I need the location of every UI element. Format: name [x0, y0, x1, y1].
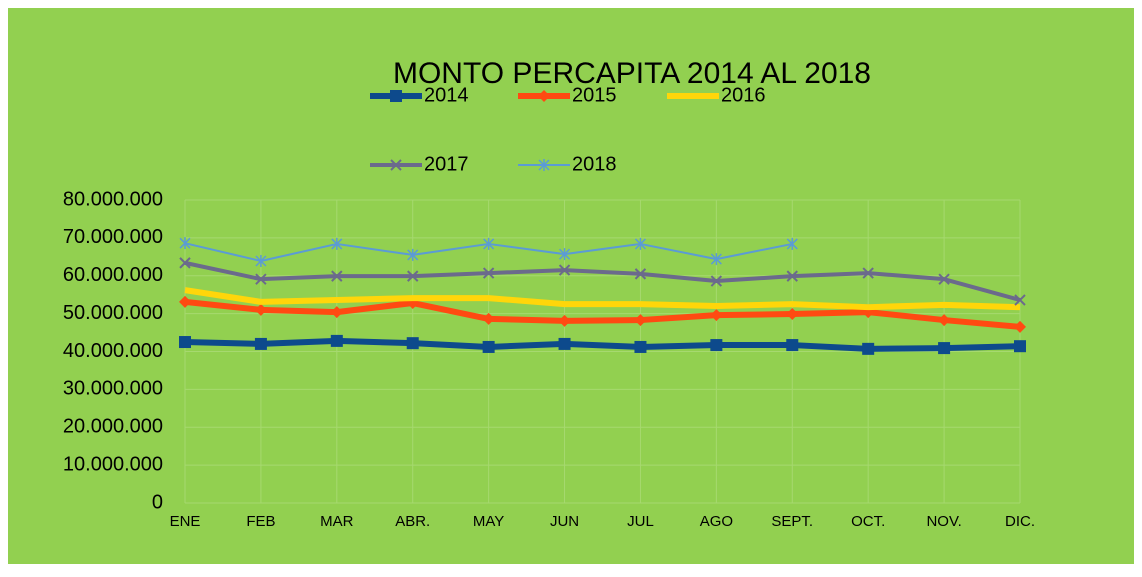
marker [330, 306, 343, 319]
marker [710, 275, 723, 287]
marker [710, 253, 722, 266]
marker [634, 340, 647, 353]
y-tick-label: 10.000.000 [63, 453, 163, 475]
x-tick-label: OCT. [851, 513, 885, 530]
legend-label: 2018 [572, 153, 617, 175]
marker [558, 337, 571, 350]
marker [938, 342, 951, 355]
marker [938, 273, 950, 285]
marker [710, 339, 723, 352]
y-tick-label: 30.000.000 [63, 378, 163, 400]
x-tick-label: NOV. [926, 513, 961, 530]
marker [390, 159, 402, 171]
x-tick-label: ENE [170, 513, 201, 530]
marker [254, 303, 267, 316]
x-tick-label: ABR. [395, 513, 430, 530]
legend-label: 2017 [424, 153, 469, 175]
series-line [184, 260, 1021, 302]
legend-label: 2016 [721, 84, 766, 106]
x-tick-label: SEPT. [771, 513, 813, 530]
marker [483, 237, 495, 250]
y-tick-label: 0 [152, 491, 163, 513]
y-tick-label: 20.000.000 [63, 416, 163, 438]
chart-title: MONTO PERCAPITA 2014 AL 2018 [393, 57, 871, 90]
marker [179, 257, 191, 269]
marker [862, 267, 874, 279]
marker [786, 308, 799, 321]
x-tick-label: JUN [550, 513, 579, 530]
y-tick-label: 50.000.000 [63, 302, 163, 324]
x-tick-label: MAR [320, 513, 354, 530]
marker [179, 237, 191, 250]
marker [390, 90, 402, 102]
marker [1014, 340, 1026, 353]
legend-label: 2014 [424, 84, 469, 106]
series-line [184, 298, 1021, 330]
y-tick-label: 60.000.000 [63, 264, 163, 286]
x-tick-label: JUL [627, 513, 654, 530]
marker [255, 273, 267, 285]
marker [255, 254, 267, 267]
x-tick-label: FEB [246, 513, 275, 530]
marker [559, 248, 571, 261]
marker [862, 342, 875, 355]
marker [538, 90, 550, 102]
marker [558, 264, 571, 276]
marker [254, 337, 267, 350]
series-line [184, 287, 1021, 311]
marker [710, 309, 723, 322]
marker [786, 237, 798, 250]
y-tick-label: 80.000.000 [63, 188, 163, 210]
chart-background [8, 8, 1134, 564]
x-tick-label: AGO [700, 513, 733, 530]
marker [1014, 320, 1026, 333]
series-line [184, 337, 1021, 352]
marker [406, 337, 419, 350]
legend-label: 2015 [572, 84, 617, 106]
marker [938, 314, 951, 327]
marker [786, 339, 799, 352]
marker [558, 314, 571, 327]
marker [407, 248, 419, 261]
marker [634, 268, 647, 280]
marker [482, 312, 495, 325]
y-tick-label: 40.000.000 [63, 340, 163, 362]
marker [330, 334, 343, 347]
x-tick-label: MAY [473, 513, 504, 530]
marker [634, 314, 647, 327]
marker [331, 237, 343, 250]
marker [407, 270, 419, 282]
marker [179, 295, 191, 308]
y-tick-label: 70.000.000 [63, 226, 163, 248]
marker [482, 340, 495, 353]
marker [634, 237, 646, 250]
x-tick-label: DIC. [1005, 513, 1035, 530]
marker [331, 270, 343, 282]
marker [1014, 294, 1026, 306]
marker [482, 267, 495, 279]
marker [786, 270, 798, 282]
marker [538, 159, 550, 171]
marker [179, 336, 191, 349]
